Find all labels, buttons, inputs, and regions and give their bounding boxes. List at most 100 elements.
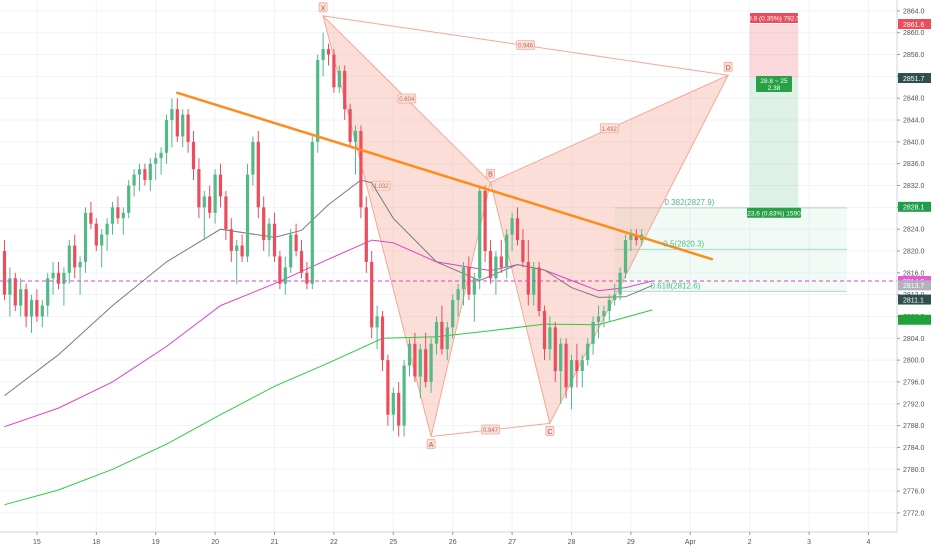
candle-body <box>229 229 233 251</box>
price-tick-label: 2788.0 <box>903 423 925 430</box>
time-tick-label: 25 <box>389 539 397 546</box>
candle-body <box>213 174 217 213</box>
candle-body <box>618 272 622 295</box>
ratio-box <box>397 93 417 104</box>
drawing-lines[interactable] <box>0 91 897 282</box>
time-tick-label: 15 <box>33 539 41 546</box>
price-tick-label: 2820.0 <box>903 248 925 255</box>
price-tick-label: 2780.0 <box>903 467 925 474</box>
time-tick-label: 3 <box>807 539 811 546</box>
pattern-point-d: D <box>726 65 731 72</box>
candle-body <box>591 321 595 344</box>
candle-body <box>262 207 266 241</box>
candle-body <box>94 223 98 246</box>
candle-body <box>283 267 287 284</box>
candle-body <box>370 261 374 328</box>
candle-body <box>218 174 223 197</box>
candle-body <box>316 60 320 142</box>
candles <box>2 32 644 437</box>
pattern-point-a: A <box>429 442 434 449</box>
time-tick-label: 20 <box>211 539 219 546</box>
price-badge-target <box>898 201 931 212</box>
price-tick-label: 2840.0 <box>903 139 925 146</box>
candle-body <box>445 327 449 350</box>
candle-body <box>634 234 638 241</box>
candle-body <box>397 392 401 426</box>
candle-body <box>456 289 460 301</box>
candle-body <box>326 49 331 55</box>
candle-body <box>89 212 93 224</box>
pattern-point-b: B <box>488 172 493 179</box>
candle-body <box>494 256 498 279</box>
candle-body <box>467 267 471 295</box>
price-tick-label: 2792.0 <box>903 401 925 408</box>
ratio-box <box>599 123 619 134</box>
candle-body <box>245 174 250 257</box>
pattern-point-box <box>426 439 436 449</box>
candle-body <box>78 261 82 268</box>
price-tick-label: 2832.0 <box>903 183 925 190</box>
candle-body <box>515 218 520 241</box>
candle-body <box>105 223 109 235</box>
candle-body <box>607 300 611 312</box>
candle-body <box>208 196 212 213</box>
candle-body <box>478 190 482 279</box>
candle-body <box>391 392 395 415</box>
candle-body <box>413 343 417 377</box>
candle-body <box>13 278 17 306</box>
candle-body <box>353 130 358 142</box>
price-tick-label: 2844.0 <box>903 118 925 125</box>
candle-body <box>510 218 514 235</box>
trendline <box>176 91 714 261</box>
candle-body <box>175 109 179 137</box>
candle-body <box>559 343 563 372</box>
candle-body <box>235 245 239 251</box>
time-tick-label: 2 <box>748 539 752 546</box>
candle-body <box>116 207 120 219</box>
time-axis-bg <box>0 532 932 550</box>
pattern-point-x: X <box>321 5 326 12</box>
candle-body <box>83 212 88 262</box>
candle-body <box>24 289 28 317</box>
price-tick-label: 2776.0 <box>903 489 925 496</box>
candle-body <box>483 190 487 251</box>
target-label: 23.6 (0.83%) 1590 <box>747 210 801 217</box>
price-tick-label: 2772.0 <box>903 510 925 517</box>
ratio-label: 0.946 <box>518 44 534 50</box>
candle-body <box>337 70 341 88</box>
price-tick-label: 2856.0 <box>903 52 925 59</box>
candle-body <box>191 141 196 170</box>
candle-body <box>67 245 71 273</box>
time-tick-label: 4 <box>867 539 871 546</box>
candle-body <box>2 250 7 295</box>
candle-body <box>186 114 190 142</box>
candle-body <box>348 109 352 142</box>
candle-body <box>132 174 136 186</box>
candle-body <box>170 109 174 121</box>
time-tick-label: 21 <box>271 539 279 546</box>
time-tick-label: 27 <box>508 539 516 546</box>
price-tick-label: 2824.0 <box>903 227 925 234</box>
candle-body <box>596 316 601 322</box>
candle-body <box>56 272 61 284</box>
rr-label-box <box>756 76 792 93</box>
price-tick-label: 2816.0 <box>903 270 925 277</box>
candle-body <box>569 360 574 388</box>
stop-label: 9.9 (0.35%) 792.5 <box>748 16 800 23</box>
stop-zone <box>749 24 799 79</box>
candle-body <box>121 212 125 219</box>
candle-body <box>488 250 493 279</box>
pattern-point-box <box>486 168 495 179</box>
candle-body <box>375 316 379 328</box>
candle-body <box>580 360 584 372</box>
price-tick-label: 2784.0 <box>903 445 925 452</box>
price-badge-label: 2811.1 <box>903 297 924 304</box>
candle-body <box>526 261 530 295</box>
target-label-box <box>747 207 801 218</box>
rr-label-line2: 2.38 <box>768 85 781 92</box>
price-tick-label: 2836.0 <box>903 161 925 168</box>
candle-body <box>272 223 277 257</box>
price-badge-label: 2828.1 <box>903 205 925 212</box>
